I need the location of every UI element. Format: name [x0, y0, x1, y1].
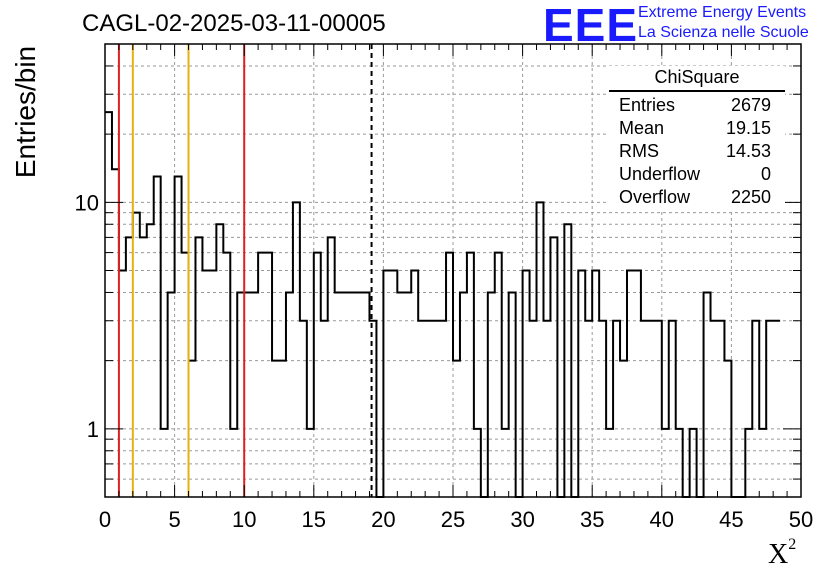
x-tick-label: 50 — [789, 507, 813, 532]
stats-label: Mean — [619, 118, 665, 138]
chart-title: CAGL-02-2025-03-11-00005 — [82, 10, 386, 37]
y-tick-label: 10 — [75, 190, 99, 215]
x-tick-label: 5 — [168, 507, 180, 532]
stats-value: 2250 — [730, 187, 771, 207]
stats-row-mean: Mean 19.15 — [609, 117, 785, 140]
stats-label: RMS — [619, 141, 659, 161]
x-tick-label: 10 — [232, 507, 256, 532]
stats-label: Overflow — [619, 187, 691, 207]
x-tick-label: 30 — [510, 507, 534, 532]
logo-subtitle-2: La Scienza nelle Scuole — [638, 24, 809, 41]
stats-value: 2679 — [730, 95, 771, 115]
x-tick-label: 0 — [99, 507, 111, 532]
stats-value: 19.15 — [725, 118, 771, 138]
x-tick-label: 20 — [371, 507, 395, 532]
x-tick-label: 25 — [441, 507, 465, 532]
logo-subtitle-1: Extreme Energy Events — [638, 4, 807, 21]
y-axis-label: Entries/bin — [10, 45, 41, 179]
stats-box: ChiSquare Entries 2679 Mean 19.15 RMS 14.53… — [609, 66, 785, 209]
x-axis-label: X2 — [768, 536, 796, 571]
x-axis-label-superscript: 2 — [788, 536, 797, 553]
stats-title: ChiSquare — [609, 66, 785, 92]
histogram-series — [105, 111, 781, 498]
x-tick-label: 40 — [650, 507, 674, 532]
stats-label: Entries — [619, 95, 676, 115]
eee-logo: EEE — [543, 0, 639, 51]
stats-row-overflow: Overflow 2250 — [609, 186, 785, 209]
stats-row-entries: Entries 2679 — [609, 94, 785, 117]
x-tick-label: 45 — [719, 507, 743, 532]
x-tick-label: 35 — [580, 507, 604, 532]
stats-value: 0 — [760, 164, 771, 184]
stats-row-underflow: Underflow 0 — [609, 163, 785, 186]
stats-row-rms: RMS 14.53 — [609, 140, 785, 163]
x-tick-label: 15 — [302, 507, 326, 532]
x-axis-label-main: X — [768, 539, 789, 570]
stats-label: Underflow — [619, 164, 701, 184]
y-tick-label: 1 — [87, 417, 99, 442]
stats-value: 14.53 — [725, 141, 771, 161]
